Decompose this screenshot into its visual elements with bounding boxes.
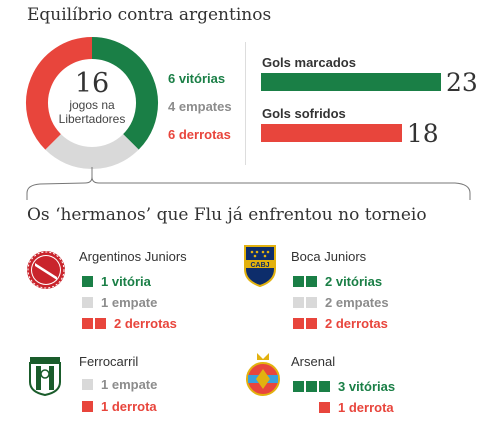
draws-legend: 4 empates xyxy=(168,99,232,114)
wins-legend: 6 vitórias xyxy=(168,71,226,86)
record-row: 1 vitória xyxy=(82,274,151,289)
result-square-draw xyxy=(82,379,93,390)
result-squares xyxy=(82,399,95,414)
result-square-win xyxy=(306,381,317,392)
result-square-loss xyxy=(95,318,106,329)
games-count: 16 xyxy=(74,68,110,99)
goals-scored-bar xyxy=(261,73,441,91)
team-name-ferrocarril: Ferrocarril xyxy=(79,354,139,369)
goals-scored-value: 23 xyxy=(446,68,478,97)
boca-juniors-crest-icon: CABJ xyxy=(244,245,276,287)
games-caption: jogos na Libertadores xyxy=(52,98,132,126)
games-caption-line-1: jogos na xyxy=(69,98,115,112)
record-row: 2 vitórias xyxy=(293,274,382,289)
team-name-boca-juniors: Boca Juniors xyxy=(291,249,367,264)
team-name-argentinos-juniors: Argentinos Juniors xyxy=(79,249,187,264)
goals-conceded-bar xyxy=(261,124,402,142)
result-square-loss xyxy=(319,402,330,413)
vertical-divider xyxy=(245,42,246,165)
argentinos-juniors-crest-icon xyxy=(27,251,65,289)
result-square-loss xyxy=(306,318,317,329)
result-squares xyxy=(319,400,332,415)
donut-slice-wins xyxy=(91,37,158,150)
svg-text:CABJ: CABJ xyxy=(250,262,269,269)
record-label: 1 vitória xyxy=(101,274,151,289)
result-square-win xyxy=(82,276,93,287)
result-square-loss xyxy=(82,401,93,412)
result-square-win xyxy=(293,381,304,392)
games-caption-line-2: Libertadores xyxy=(58,112,126,126)
result-squares xyxy=(293,379,332,394)
record-row: 1 derrota xyxy=(319,400,394,415)
record-row: 2 derrotas xyxy=(82,316,177,331)
ferrocarril-oeste-crest-icon xyxy=(29,357,61,396)
result-squares xyxy=(293,316,319,331)
record-label: 3 vitórias xyxy=(338,379,396,394)
results-donut-chart xyxy=(26,37,158,169)
result-squares xyxy=(82,274,95,289)
result-squares xyxy=(293,274,319,289)
result-square-draw xyxy=(293,297,304,308)
donut-slice-draws xyxy=(45,133,139,169)
goals-conceded-value: 18 xyxy=(406,119,439,148)
record-label: 1 empate xyxy=(101,295,158,310)
brace-connector xyxy=(26,167,471,200)
result-square-win xyxy=(293,276,304,287)
team-name-arsenal: Arsenal xyxy=(291,354,336,369)
donut-slice-losses xyxy=(26,37,93,150)
record-label: 1 empate xyxy=(101,377,158,392)
record-label: 2 empates xyxy=(325,295,389,310)
arsenal-sarandi-crest-icon xyxy=(246,353,280,396)
record-label: 2 derrotas xyxy=(325,316,388,331)
record-label: 1 derrota xyxy=(101,399,157,414)
goals-scored-label: Gols marcados xyxy=(262,55,356,70)
record-row: 1 empate xyxy=(82,295,157,310)
chart-title: Equilíbrio contra argentinos xyxy=(27,5,272,25)
result-square-win xyxy=(306,276,317,287)
record-label: 2 derrotas xyxy=(114,316,177,331)
result-square-draw xyxy=(306,297,317,308)
result-square-draw xyxy=(82,297,93,308)
result-square-win xyxy=(319,381,330,392)
record-label: 2 vitórias xyxy=(325,274,383,289)
record-row: 1 derrota xyxy=(82,399,157,414)
record-row: 3 vitórias xyxy=(293,379,395,394)
result-squares xyxy=(293,295,319,310)
result-squares xyxy=(82,316,108,331)
result-square-loss xyxy=(82,318,93,329)
record-row: 2 empates xyxy=(293,295,389,310)
opponents-subtitle: Os ‘hermanos’ que Flu já enfrentou no to… xyxy=(27,205,427,225)
goals-conceded-label: Gols sofridos xyxy=(262,106,346,121)
record-row: 1 empate xyxy=(82,377,157,392)
result-square-loss xyxy=(293,318,304,329)
losses-legend: 6 derrotas xyxy=(168,127,231,142)
record-label: 1 derrota xyxy=(338,400,394,415)
result-squares xyxy=(82,377,95,392)
result-squares xyxy=(82,295,95,310)
record-row: 2 derrotas xyxy=(293,316,388,331)
